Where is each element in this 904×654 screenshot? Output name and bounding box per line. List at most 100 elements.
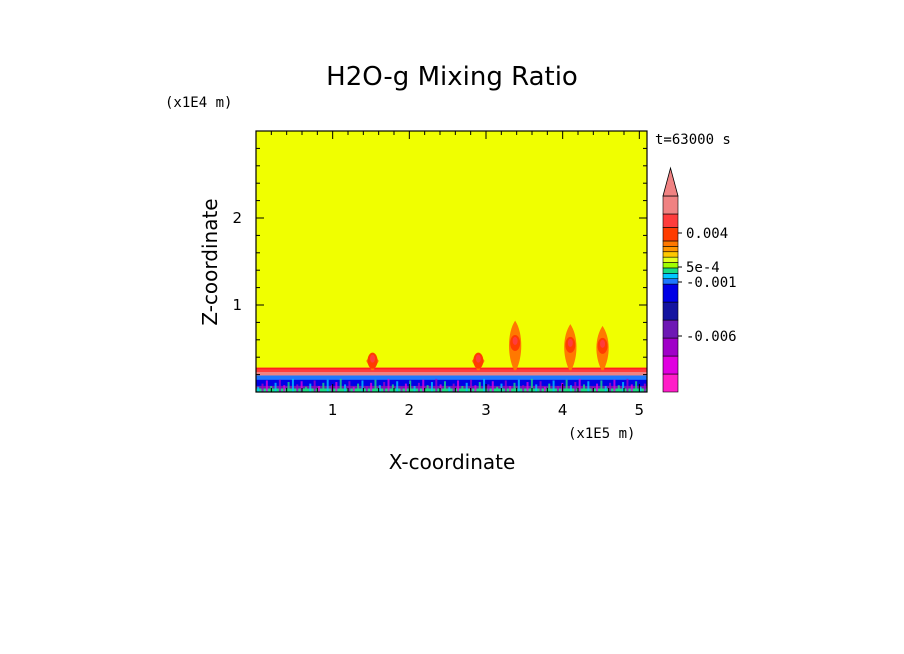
colorbar-level-6 [662,278,679,285]
surface-speckle [478,382,481,392]
surface-speckle [413,385,416,392]
surface-speckle [309,383,312,392]
surface-speckle [517,379,520,392]
surface-speckle [457,380,460,392]
surface-speckle [357,383,360,392]
surface-speckle [278,379,281,392]
surface-speckle [574,382,577,392]
colorbar-label: 0.004 [686,226,728,242]
surface-speckle [274,382,277,392]
surface-speckle [348,381,351,392]
surface-speckle [313,380,316,392]
surface-speckle [335,382,338,392]
time-label: t=63000 s [655,132,731,148]
surface-speckle [291,378,294,392]
surface-speckle [504,380,507,392]
surface-speckle [396,381,399,392]
surface-speckle [487,384,490,392]
field-background [256,131,647,392]
colorbar-level-14 [662,227,679,242]
colorbar-level-15 [662,213,679,228]
surface-speckle [400,386,403,392]
plume-center-4 [600,339,606,348]
surface-speckle [352,386,355,392]
colorbar-label: -0.001 [686,275,737,291]
surface-speckle [409,380,412,392]
surface-layer-3 [256,379,647,388]
surface-speckle [526,382,529,392]
surface-speckle [474,385,477,392]
surface-layer-5 [256,388,647,392]
surface-speckle [483,378,486,392]
surface-speckle [326,379,329,392]
surface-speckle [630,384,633,392]
surface-speckle [265,380,268,392]
plume-center-3 [567,338,573,347]
colorbar-level-1 [662,355,679,375]
surface-speckle [565,379,568,392]
surface-speckle [322,382,325,392]
surface-speckle [539,381,542,392]
colorbar-level-16 [662,195,679,215]
surface-layer-4 [256,385,647,390]
plot-area: 1 2 3 4 5 1 2 [232,130,648,419]
surface-speckle [583,384,586,392]
surface-speckle [339,378,342,392]
surface-speckle [617,385,620,392]
surface-speckle [491,381,494,392]
surface-speckle [600,380,603,392]
y-tick-label: 1 [232,296,242,314]
surface-layer-0 [256,367,647,373]
colorbar-label: 5e-4 [686,260,720,276]
surface-speckle [622,382,625,392]
surface-speckle [404,383,407,392]
x-tick-label: 4 [558,401,568,419]
surface-speckle [496,386,499,392]
surface-speckle [522,385,525,392]
plume-center-0 [370,354,376,363]
surface-speckle [287,382,290,392]
surface-speckle [417,382,420,392]
surface-speckle [626,378,629,392]
surface-speckle [452,383,455,392]
surface-speckle [361,380,364,392]
surface-speckle [613,379,616,392]
plot-frame [255,130,648,393]
colorbar-level-7 [662,273,679,280]
surface-speckle [317,385,320,392]
surface-speckle [569,385,572,392]
x-tick-label: 5 [635,401,645,419]
y-tick-label: 2 [232,209,242,227]
surface-speckle [296,384,299,392]
surface-speckle [500,383,503,392]
colorbar-level-11 [662,251,679,258]
surface-speckle [556,385,559,392]
x-tick-label: 3 [481,401,491,419]
surface-speckle [426,385,429,392]
surface-speckle [635,381,638,392]
colorbar-level-2 [662,337,679,357]
colorbar-level-10 [662,256,679,263]
surface-speckle [609,382,612,392]
surface-speckle [331,385,334,392]
surface-layer-1 [256,371,647,376]
surface-speckle [448,386,451,392]
surface-speckle [535,384,538,392]
surface-speckle [422,379,425,392]
surface-speckle [439,384,442,392]
surface-speckle [283,385,286,392]
colorbar: 0.004 5e-4-0.001 -0.006 [662,166,737,393]
surface-speckle [543,386,546,392]
x-axis-label: X-coordinate [389,450,516,474]
surface-speckle [513,382,516,392]
colorbar-level-3 [662,319,679,339]
surface-speckle [643,383,646,392]
chart-title: H2O-g Mixing Ratio [326,62,578,92]
surface-speckle [365,385,368,392]
surface-speckle [639,386,642,392]
surface-speckle [383,382,386,392]
colorbar-level-12 [662,246,679,253]
colorbar-top-arrow [662,166,679,197]
surface-speckle [435,378,438,392]
